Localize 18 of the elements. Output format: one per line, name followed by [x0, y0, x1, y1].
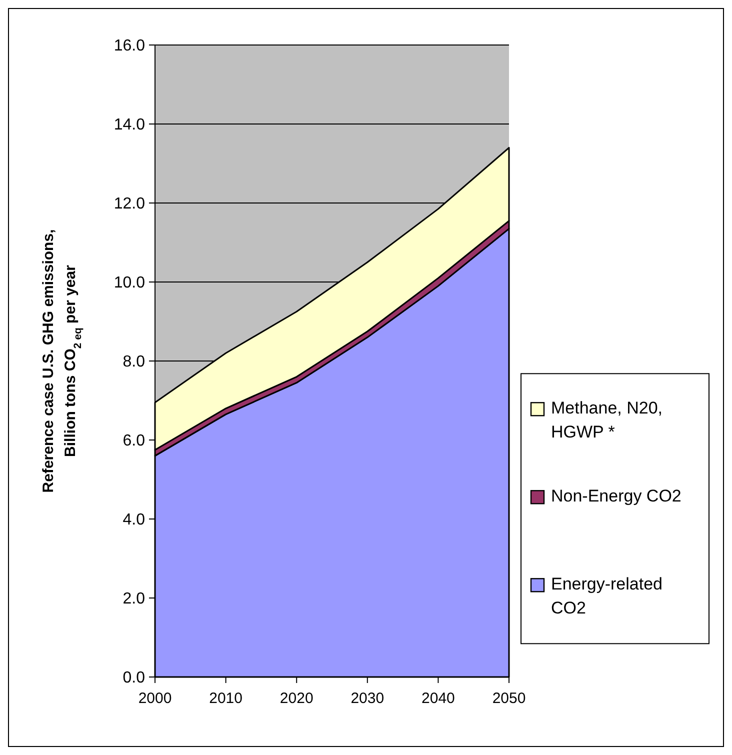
- x-tick-label: 2050: [492, 690, 526, 707]
- y-tick-label: 4.0: [122, 512, 146, 529]
- x-tick-label: 2020: [280, 690, 314, 707]
- y-tick-label: 14.0: [114, 116, 146, 134]
- y-tick-label: 6.0: [122, 432, 146, 450]
- y-tick-label: 8.0: [122, 354, 146, 371]
- y-tick-label: 10.0: [114, 274, 146, 292]
- y-tick-label: 2.0: [122, 590, 146, 608]
- y-tick-label: 16.0: [114, 38, 146, 55]
- legend-label: Non-Energy CO2: [551, 486, 682, 506]
- x-tick-label: 2040: [422, 690, 455, 707]
- x-tick-label: 2010: [209, 690, 242, 707]
- y-tick-label: 12.0: [114, 196, 146, 213]
- legend-label: Energy-related CO2: [551, 574, 663, 618]
- x-tick-label: 2000: [138, 690, 172, 707]
- y-tick-label: 0.0: [122, 670, 146, 687]
- legend-label: Methane, N20, HGWP *: [551, 398, 663, 442]
- x-tick-label: 2030: [350, 690, 384, 707]
